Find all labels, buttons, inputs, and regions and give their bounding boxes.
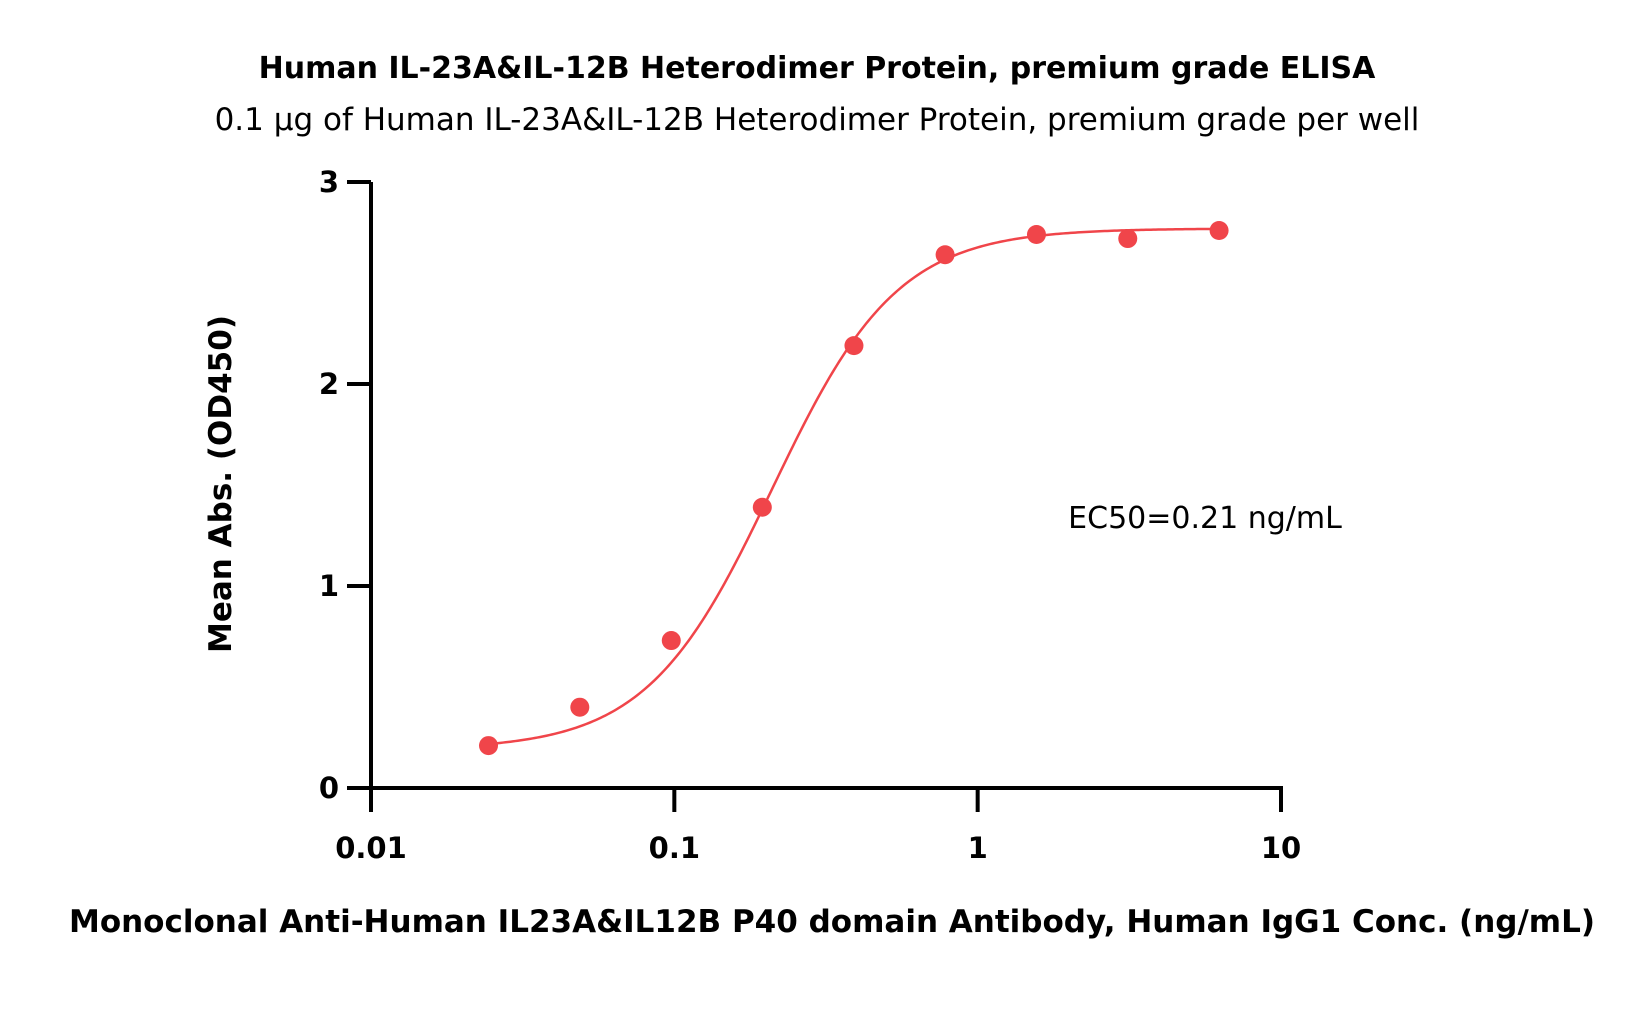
data-point bbox=[570, 697, 590, 717]
x-ticks: 0.01 0.1 1 10 bbox=[335, 788, 1301, 865]
data-point bbox=[1026, 225, 1046, 245]
y-tick-label: 1 bbox=[319, 569, 339, 603]
y-tick-label: 2 bbox=[319, 367, 339, 401]
data-point bbox=[1118, 229, 1138, 249]
x-tick-label: 0.1 bbox=[649, 831, 700, 865]
y-tick-label: 3 bbox=[319, 165, 339, 199]
y-ticks: 0 1 2 3 bbox=[319, 165, 371, 805]
data-point bbox=[1209, 220, 1229, 240]
y-tick-label: 0 bbox=[319, 771, 339, 805]
x-tick-label: 1 bbox=[968, 831, 988, 865]
data-point bbox=[844, 336, 864, 356]
axes bbox=[369, 182, 1283, 790]
data-point bbox=[661, 631, 681, 651]
data-point bbox=[935, 245, 955, 265]
data-points bbox=[479, 220, 1229, 756]
x-tick-label: 0.01 bbox=[335, 831, 407, 865]
fit-curve bbox=[488, 227, 1220, 746]
data-point bbox=[479, 736, 499, 756]
chart-title: Human IL-23A&IL-12B Heterodimer Protein,… bbox=[259, 51, 1377, 86]
chart-subtitle: 0.1 µg of Human IL-23A&IL-12B Heterodime… bbox=[215, 102, 1420, 138]
x-axis-label: Monoclonal Anti-Human IL23A&IL12B P40 do… bbox=[69, 904, 1595, 940]
y-axis-label: Mean Abs. (OD450) bbox=[203, 315, 239, 653]
data-point bbox=[752, 497, 772, 517]
ec50-annotation: EC50=0.21 ng/mL bbox=[1068, 501, 1342, 536]
x-tick-label: 10 bbox=[1261, 831, 1301, 865]
